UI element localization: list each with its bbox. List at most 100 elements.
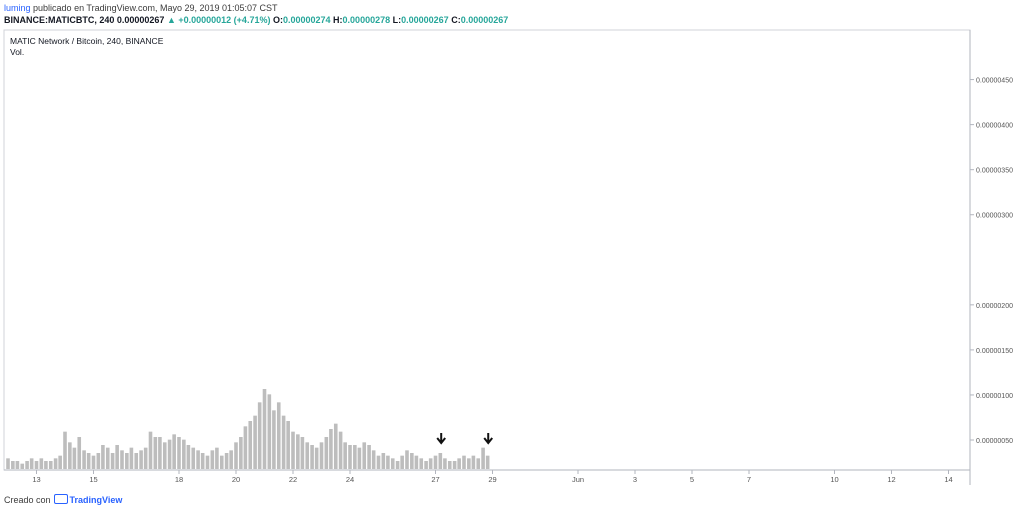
volume-bar [205, 455, 210, 469]
arrow-down-icon [483, 433, 494, 445]
price-change: +0.00000012 (+4.71%) [178, 15, 271, 25]
open-label: O: [272, 15, 283, 25]
open-value: 0.00000274 [282, 15, 331, 25]
volume-bar [191, 447, 196, 469]
volume-bar [286, 421, 290, 469]
volume-bar [367, 445, 371, 469]
volume-bar [447, 461, 452, 469]
x-tick-label: 5 [690, 475, 694, 484]
volume-bar [476, 458, 481, 469]
volume-bar [58, 455, 62, 469]
volume-bar [248, 421, 253, 469]
volume-bar [400, 455, 404, 469]
high-value: 0.00000278 [342, 15, 391, 25]
volume-bar [148, 431, 153, 469]
volume-bar [419, 458, 424, 469]
volume-bar [433, 455, 438, 469]
volume-bar [362, 442, 367, 469]
arrow-down-icon [436, 433, 446, 445]
x-tick-label: 15 [89, 475, 97, 484]
y-tick-label: 0.00000100 [976, 393, 1013, 400]
ticker-label: BINANCE:MATICBTC, 240 [4, 15, 115, 25]
publish-info: publicado en TradingView.com, Mayo 29, 2… [33, 3, 278, 13]
x-tick-label: Jun [572, 475, 584, 484]
volume-bar [296, 434, 300, 469]
volume-bar [53, 458, 58, 469]
footer-prefix: Creado con [4, 495, 51, 505]
author-name[interactable]: luming [4, 3, 31, 13]
volume-bar [467, 458, 471, 469]
x-tick-label: 10 [830, 475, 838, 484]
volume-bar [257, 402, 262, 469]
y-tick-label: 0.00000150 [976, 348, 1013, 355]
volume-label: Vol. [10, 47, 24, 57]
volume-bar [210, 450, 215, 469]
x-tick-label: 29 [488, 475, 496, 484]
volume-bar [129, 447, 134, 469]
last-price: 0.00000267 [116, 15, 165, 25]
footer: Creado con TradingView [4, 494, 122, 505]
volume-bar [196, 450, 200, 469]
volume-bar [224, 453, 229, 469]
tradingview-link[interactable]: TradingView [69, 495, 123, 505]
volume-bar [139, 450, 143, 469]
time-axis: 13 15 18 20 22 24 27 29 Jun 3 5 7 10 12 14 [32, 470, 953, 484]
x-tick-label: 3 [633, 475, 637, 484]
volume-bar [162, 442, 167, 469]
volume-bar [91, 455, 96, 469]
x-tick-label: 12 [887, 475, 895, 484]
volume-bar [305, 442, 310, 469]
volume-bar [371, 450, 376, 469]
volume-bar [120, 450, 124, 469]
chart-title: MATIC Network / Bitcoin, 240, BINANCE [10, 36, 164, 46]
volume-bar [134, 453, 139, 469]
volume-bar [101, 445, 105, 469]
x-tick-label: 27 [431, 475, 439, 484]
volume-bar [63, 431, 67, 469]
volume-bar [353, 445, 357, 469]
volume-bar [457, 458, 461, 469]
volume-bar [158, 437, 162, 469]
volume-bar [438, 453, 443, 469]
volume-bar [186, 445, 191, 469]
x-tick-label: 14 [944, 475, 952, 484]
volume-bar [276, 402, 281, 469]
y-tick-label: 0.00000450 [976, 78, 1013, 85]
volume-bar [68, 442, 72, 469]
volume-bar [329, 429, 333, 469]
y-tick-label: 0.00000300 [976, 213, 1013, 220]
volume-bar [34, 461, 39, 469]
volume-bar [15, 461, 20, 469]
y-tick-label: 0.00000400 [976, 123, 1013, 130]
volume-bar [96, 453, 101, 469]
y-tick-label: 0.00000200 [976, 303, 1013, 310]
volume-bar [48, 461, 53, 469]
volume-bar [234, 442, 238, 469]
x-tick-label: 7 [747, 475, 751, 484]
volume-bar [310, 445, 314, 469]
volume-bar [177, 437, 181, 469]
volume-bar [72, 447, 77, 469]
volume-bar [167, 439, 172, 469]
chart-publish-header: luming publicado en TradingView.com, May… [4, 3, 278, 13]
volume-bar [281, 415, 286, 469]
change-up-icon: ▲ [166, 15, 176, 25]
volume-bar [239, 437, 243, 469]
volume-bar [39, 458, 44, 469]
volume-bar [485, 455, 490, 469]
volume-bar [357, 447, 362, 469]
volume-bar [300, 437, 305, 469]
volume-bar [452, 461, 457, 469]
volume-bar [343, 442, 347, 469]
volume-bar [376, 455, 381, 469]
tradingview-logo-icon [53, 494, 68, 504]
volume-bar [443, 458, 447, 469]
y-tick-label: 0.00000350 [976, 168, 1013, 175]
volume-bar [172, 434, 176, 469]
x-tick-label: 22 [289, 475, 297, 484]
volume-bar [348, 445, 352, 469]
volume-bar [267, 394, 272, 469]
volume-bar [29, 458, 34, 469]
volume-bar [110, 453, 115, 469]
